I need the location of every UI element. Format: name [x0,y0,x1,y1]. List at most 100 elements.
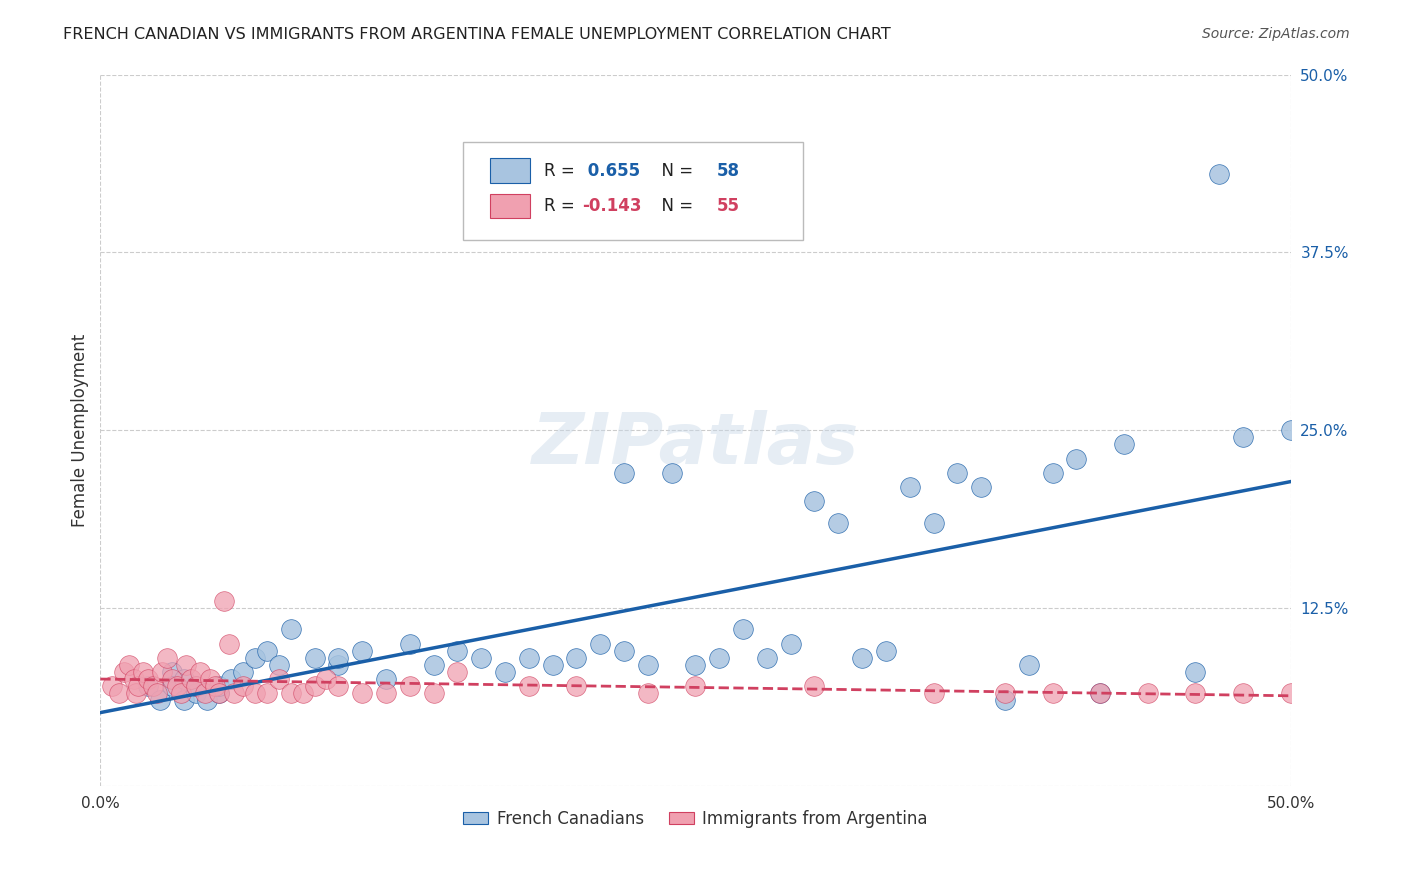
Point [101,679,124,693]
Point [136,672,159,686]
Point [1088,686,1111,700]
Text: R =: R = [544,161,581,179]
Point [291,686,314,700]
Point [127,679,149,693]
Point [174,657,197,672]
Point [1279,423,1302,437]
Point [222,686,245,700]
Point [1042,466,1064,480]
Point [851,650,873,665]
Point [1184,686,1206,700]
Point [1066,451,1088,466]
Point [922,686,945,700]
Point [637,686,659,700]
Text: R =: R = [544,197,581,215]
Point [946,466,969,480]
Point [517,679,540,693]
Point [898,480,921,494]
Point [267,672,290,686]
Point [422,686,444,700]
Text: -0.143: -0.143 [582,197,643,215]
Text: ZIPatlas: ZIPatlas [531,410,859,479]
Point [637,657,659,672]
Point [613,466,636,480]
Point [685,657,707,672]
Point [1136,686,1159,700]
Point [112,665,135,679]
Point [108,686,131,700]
Point [755,650,778,665]
Point [122,672,145,686]
Point [1279,686,1302,700]
Point [709,650,731,665]
Point [173,693,195,707]
Point [315,672,337,686]
Point [565,679,588,693]
Point [156,650,179,665]
Point [589,636,612,650]
Text: N =: N = [651,161,699,179]
Point [1232,686,1254,700]
Point [208,679,231,693]
Point [446,643,468,657]
Point [184,679,207,693]
Point [352,686,374,700]
FancyBboxPatch shape [489,159,530,183]
Point [1232,430,1254,444]
Point [160,672,183,686]
Point [398,636,420,650]
Point [219,672,242,686]
Point [256,686,278,700]
Text: FRENCH CANADIAN VS IMMIGRANTS FROM ARGENTINA FEMALE UNEMPLOYMENT CORRELATION CHA: FRENCH CANADIAN VS IMMIGRANTS FROM ARGEN… [63,27,891,42]
Point [803,679,825,693]
Text: N =: N = [651,197,699,215]
Point [194,686,217,700]
Legend: French Canadians, Immigrants from Argentina: French Canadians, Immigrants from Argent… [457,803,934,834]
Point [803,494,825,508]
Text: 58: 58 [717,161,740,179]
Point [118,657,141,672]
Point [1184,665,1206,679]
Point [541,657,564,672]
Point [184,679,207,693]
Point [142,679,165,693]
Point [661,466,683,480]
Point [827,516,849,530]
Point [170,686,193,700]
Point [136,679,159,693]
Point [422,657,444,672]
Text: Source: ZipAtlas.com: Source: ZipAtlas.com [1202,27,1350,41]
Point [970,480,993,494]
Point [188,665,211,679]
Point [197,693,219,707]
Point [243,650,266,665]
Point [328,679,350,693]
Point [304,679,326,693]
Point [173,672,195,686]
Point [132,665,155,679]
Point [470,650,492,665]
FancyBboxPatch shape [489,194,530,219]
Point [232,679,254,693]
Point [875,643,897,657]
Point [1327,686,1350,700]
Point [198,672,221,686]
Point [125,686,148,700]
Point [1112,437,1135,451]
Point [180,672,202,686]
Point [375,672,398,686]
Point [1042,686,1064,700]
Point [565,650,588,665]
Point [1088,686,1111,700]
Point [375,686,398,700]
Point [204,679,226,693]
Y-axis label: Female Unemployment: Female Unemployment [72,334,89,527]
Point [304,650,326,665]
Point [328,650,350,665]
Point [243,686,266,700]
Text: 55: 55 [717,197,740,215]
Text: 0.655: 0.655 [582,161,641,179]
Point [328,657,350,672]
Point [398,679,420,693]
Point [280,686,302,700]
